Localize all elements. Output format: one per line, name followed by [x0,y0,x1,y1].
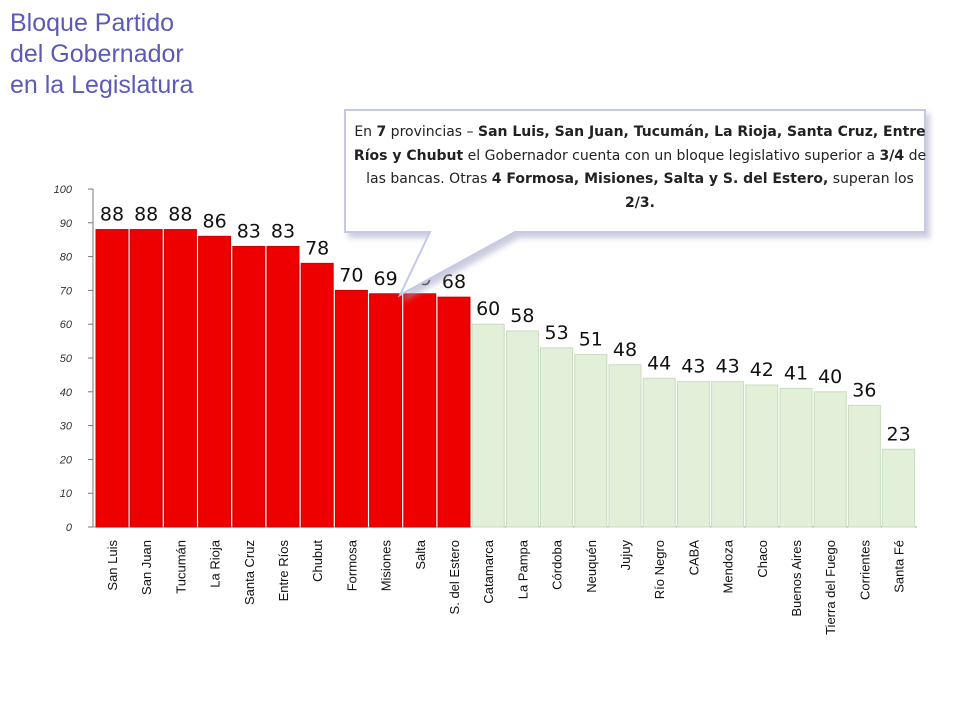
callout-box [344,109,926,298]
category-label: Tierra del Fuego [823,540,838,635]
bar-5 [232,245,266,528]
y-tick-label: 90 [60,218,73,230]
category-label: Mendoza [721,539,736,593]
y-tick-label: 70 [60,285,73,297]
y-tick-label: 20 [59,454,73,466]
category-label: Tucumán [173,540,188,594]
bar-15 [574,354,608,528]
category-label: Santa Cruz [242,540,257,605]
category-label: S. del Estero [447,540,462,614]
bar-22 [813,391,847,528]
bar-12 [471,323,505,528]
callout-text: En 7 provincias – San Luis, San Juan, Tu… [353,124,927,211]
bar-24 [882,448,916,528]
data-label: 83 [237,220,261,242]
x-axis-labels: San Luis San Juan Tucumán La Rioja Santa Cru… [105,539,907,635]
bar-4 [198,235,232,528]
y-tick-label: 60 [60,319,73,331]
title-line-2: del Gobernador [10,40,184,68]
y-tick-label: 10 [60,488,73,500]
bar-17 [642,377,676,528]
bars [95,229,916,528]
bar-2 [129,229,163,528]
category-label: Chaco [755,540,770,578]
category-label: Río Negro [652,540,667,599]
y-tick-label: 0 [66,522,73,534]
y-tick-label: 100 [54,184,73,196]
data-label: 43 [716,356,740,378]
data-label: 53 [545,322,569,344]
page-title: Bloque Partido del Gobernador en la Legi… [10,8,193,101]
category-label: San Juan [139,540,154,595]
bar-1 [95,229,129,528]
category-label: Santa Fé [892,540,907,593]
bar-20 [745,384,779,528]
category-label: Catamarca [481,539,496,603]
bar-11 [437,296,471,528]
data-label: 60 [476,298,500,320]
bar-21 [779,387,813,528]
title-line-1: Bloque Partido [10,9,175,37]
category-label: Misiones [379,540,394,592]
data-label: 41 [784,362,808,384]
y-tick-label: 50 [60,353,73,365]
data-label: 83 [271,220,295,242]
category-label: Corrientes [857,540,872,600]
bar-9 [369,293,403,528]
bar-7 [300,262,334,528]
data-label: 42 [750,359,774,381]
data-label: 88 [100,204,124,226]
bar-19 [711,381,745,528]
data-label: 88 [168,204,192,226]
category-label: Jujuy [618,540,633,571]
category-label: Chubut [310,540,325,582]
category-label: La Pampa [515,539,530,599]
data-label: 44 [647,352,671,374]
y-tick-label: 40 [60,387,73,399]
data-label: 23 [887,423,911,445]
bar-8 [334,289,368,528]
category-label: San Luis [105,540,120,591]
data-label: 36 [852,379,876,401]
y-tick-label: 30 [60,421,73,433]
category-label: CABA [686,540,701,576]
category-label: Córdoba [550,539,565,590]
bar-3 [163,229,197,528]
data-label: 40 [818,366,842,388]
title-line-3: en la Legislatura [10,71,194,99]
category-label: Salta [413,539,428,569]
data-label: 70 [339,264,363,286]
data-label: 58 [510,305,534,327]
data-label: 88 [134,204,158,226]
category-label: Formosa [344,539,359,591]
data-label: 51 [579,329,603,351]
bar-18 [676,381,710,528]
data-label: 43 [681,356,705,378]
data-label: 69 [374,268,398,290]
bar-10 [403,293,437,528]
category-label: La Rioja [208,539,223,587]
category-label: Entre Ríos [276,540,291,602]
data-label: 68 [442,271,466,293]
category-label: Neuquén [584,540,599,593]
bar-16 [608,364,642,528]
data-labels: 8888888683837870696968605853514844434342… [100,204,911,446]
bar-14 [540,347,574,528]
data-label: 78 [305,237,329,259]
category-label: Buenos Aires [789,540,804,617]
y-tick-label: 80 [60,252,73,264]
bar-13 [505,330,539,528]
data-label: 48 [613,339,637,361]
data-label: 86 [203,210,227,232]
bar-23 [847,404,881,528]
bar-6 [266,245,300,528]
